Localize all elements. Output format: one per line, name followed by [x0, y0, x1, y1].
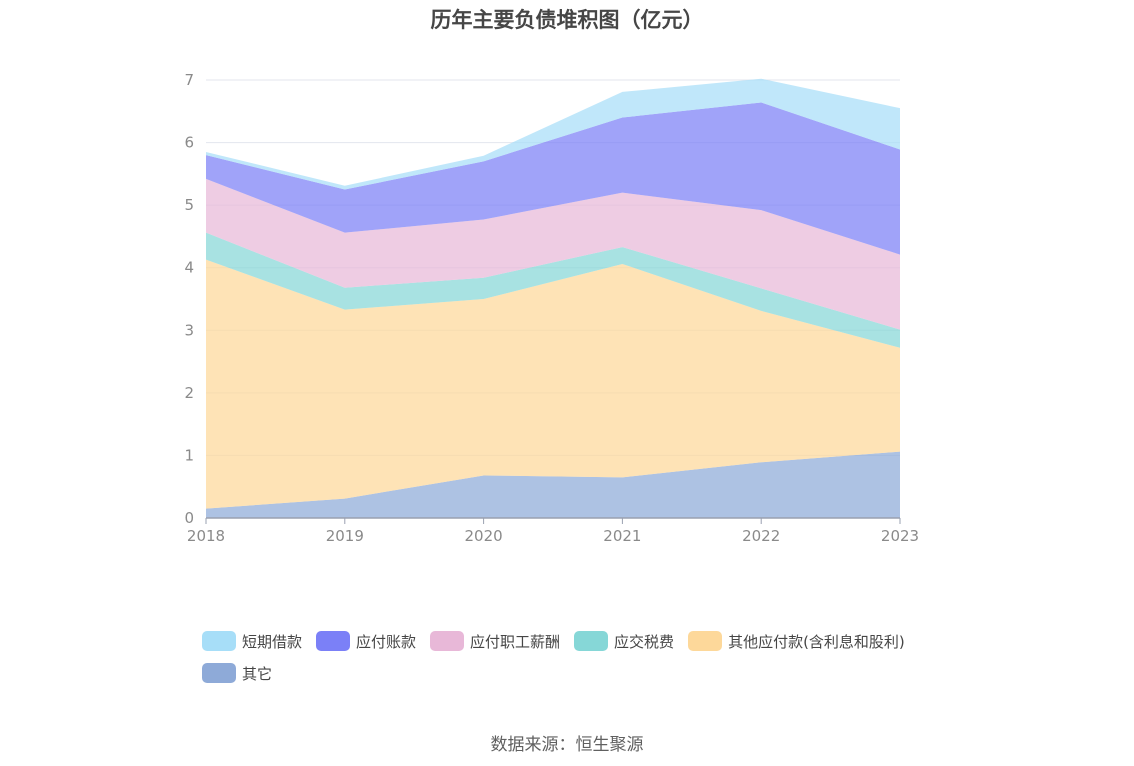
- y-tick-label: 6: [184, 134, 194, 152]
- legend-label: 其他应付款(含利息和股利): [728, 632, 905, 651]
- area-series-4[interactable]: [206, 102, 900, 255]
- y-tick-label: 2: [184, 384, 194, 402]
- x-tick-label: 2019: [326, 527, 364, 545]
- y-tick-label: 1: [184, 446, 194, 464]
- legend-item[interactable]: 其他应付款(含利息和股利): [688, 630, 905, 652]
- x-tick-label: 2018: [187, 527, 225, 545]
- area-series-5[interactable]: [206, 78, 900, 190]
- x-tick-label: 2022: [742, 527, 780, 545]
- area-series-2[interactable]: [206, 232, 900, 348]
- x-tick-label: 2021: [603, 527, 641, 545]
- legend-item[interactable]: 应付职工薪酬: [430, 630, 560, 652]
- legend-swatch: [316, 631, 351, 651]
- y-tick-label: 3: [184, 321, 194, 339]
- y-tick-label: 4: [184, 259, 194, 277]
- legend-item[interactable]: 短期借款: [202, 630, 302, 652]
- legend-swatch: [202, 631, 236, 651]
- x-tick-label: 2020: [465, 527, 503, 545]
- legend-item[interactable]: 其它: [202, 662, 272, 684]
- area-series-3[interactable]: [206, 178, 900, 330]
- legend-swatch: [430, 631, 465, 651]
- legend-swatch: [202, 663, 236, 683]
- legend-swatch: [574, 631, 609, 651]
- data-source-note: 数据来源：恒生聚源: [490, 735, 644, 755]
- legend-label: 应交税费: [614, 632, 675, 651]
- area-series-group: [206, 78, 900, 518]
- legend-label: 应付职工薪酬: [470, 632, 561, 651]
- area-series-1[interactable]: [206, 259, 900, 509]
- legend-label: 其它: [242, 664, 273, 683]
- axes: 0 1 2 3 4 5 6 7 2018 2019 2020 2021 2022 2023: [184, 71, 919, 545]
- y-tick-label: 0: [184, 509, 194, 527]
- area-series-0[interactable]: [206, 451, 900, 518]
- y-tick-label: 5: [184, 196, 194, 214]
- stacked-area-chart: 0 1 2 3 4 5 6 7 2018 2019 2020 2021 2022 2023: [184, 71, 919, 545]
- legend-item[interactable]: 应付账款: [316, 630, 416, 652]
- x-tick-label: 2023: [881, 527, 919, 545]
- chart-title: 历年主要负债堆积图（亿元）: [430, 8, 704, 32]
- legend-label: 应付账款: [356, 632, 417, 651]
- legend: 短期借款 应付账款 应付职工薪酬 应交税费 其他应付款(含利息和股利) 其它: [202, 630, 962, 684]
- legend-swatch: [688, 631, 723, 651]
- legend-label: 短期借款: [242, 632, 303, 651]
- legend-item[interactable]: 应交税费: [574, 630, 674, 652]
- y-tick-label: 7: [184, 71, 194, 89]
